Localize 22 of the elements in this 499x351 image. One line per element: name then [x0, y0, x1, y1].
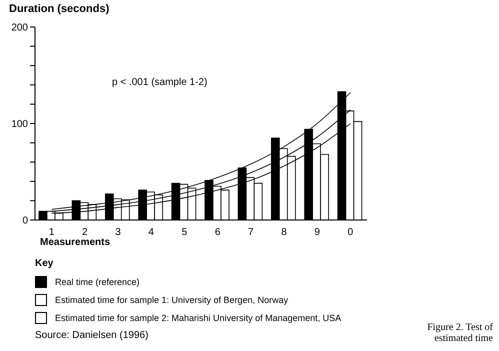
x-tick-label: 9 — [314, 227, 320, 238]
x-tick-label: 6 — [214, 227, 221, 238]
x-axis-title: Measurements — [40, 237, 110, 248]
y-tick-label: 100 — [11, 119, 28, 130]
y-tick-label: 200 — [11, 22, 28, 34]
x-tick-label: 4 — [148, 227, 154, 238]
x-tick-label: 1 — [48, 227, 55, 238]
x-tick-label: 7 — [248, 227, 254, 238]
y-axis-title: Duration (seconds) — [9, 3, 110, 15]
annotation: p < .001 (sample 1-2) — [112, 77, 208, 88]
source-note: Source: Danielsen (1996) — [35, 330, 148, 341]
x-tick-label: 3 — [115, 227, 122, 238]
x-tick-label: 0 — [348, 227, 354, 238]
legend-label: Estimated time for sample 1: University of Bergen, Norway — [55, 295, 288, 305]
x-tick-label: 5 — [182, 227, 188, 238]
x-tick-label: 2 — [82, 227, 88, 238]
x-tick-label: 8 — [281, 227, 288, 238]
legend-title: Key — [35, 258, 54, 269]
legend-label: Real time (reference) — [55, 277, 140, 287]
caption: Figure 2. Test of estimated time — [426, 322, 493, 344]
y-tick-label: 0 — [22, 216, 28, 227]
legend-label: Estimated time for sample 2: Maharishi University of Management, USA — [55, 313, 342, 323]
